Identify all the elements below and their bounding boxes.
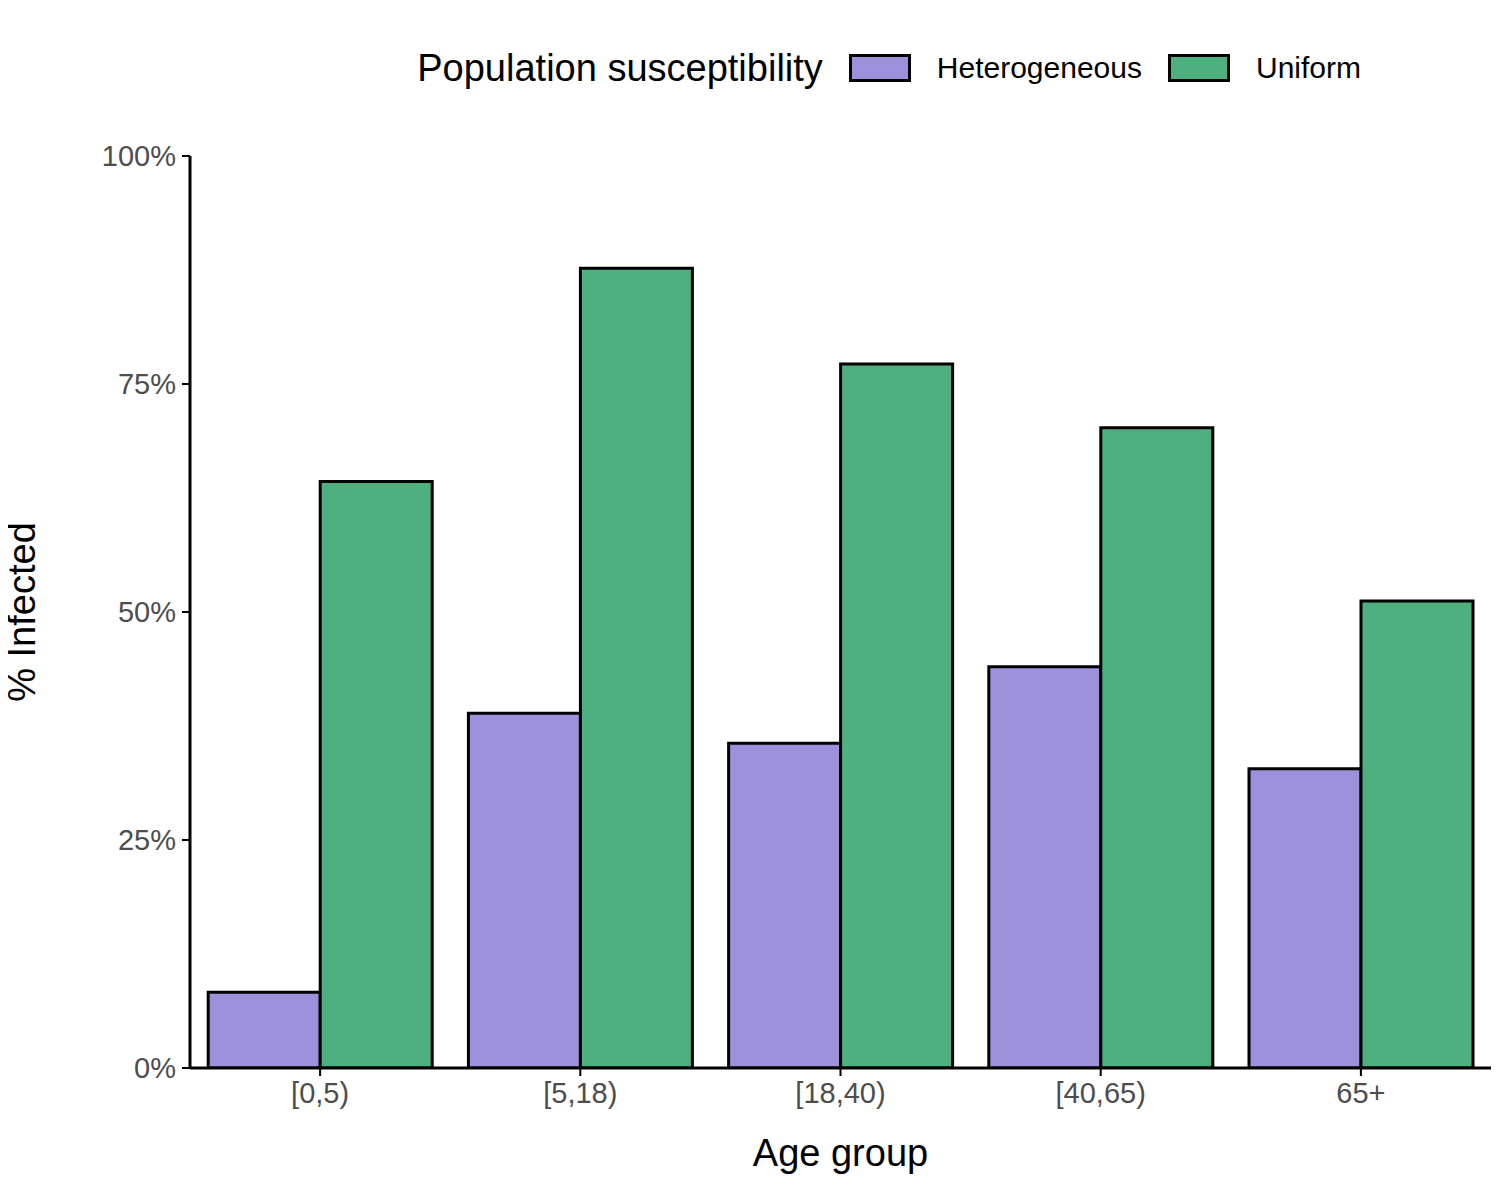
- svg-text:50%: 50%: [118, 596, 176, 628]
- svg-text:65+: 65+: [1336, 1077, 1385, 1109]
- svg-text:% Infected: % Infected: [8, 522, 43, 702]
- svg-text:Age group: Age group: [753, 1132, 928, 1174]
- svg-text:[40,65): [40,65): [1056, 1077, 1146, 1109]
- html-text:Population susceptibility: Population susceptibility: [417, 46, 823, 89]
- svg-text:[5,18): [5,18): [543, 1077, 617, 1109]
- svg-text:100%: 100%: [102, 140, 176, 172]
- svg-text:[18,40): [18,40): [795, 1077, 885, 1109]
- svg-text:[0,5): [0,5): [291, 1077, 349, 1109]
- svg-text:75%: 75%: [118, 368, 176, 400]
- html-text:Uniform: Uniform: [1256, 51, 1361, 84]
- svg-text:0%: 0%: [134, 1052, 176, 1084]
- html-text:Heterogeneous: Heterogeneous: [936, 51, 1142, 84]
- svg-text:25%: 25%: [118, 824, 176, 856]
